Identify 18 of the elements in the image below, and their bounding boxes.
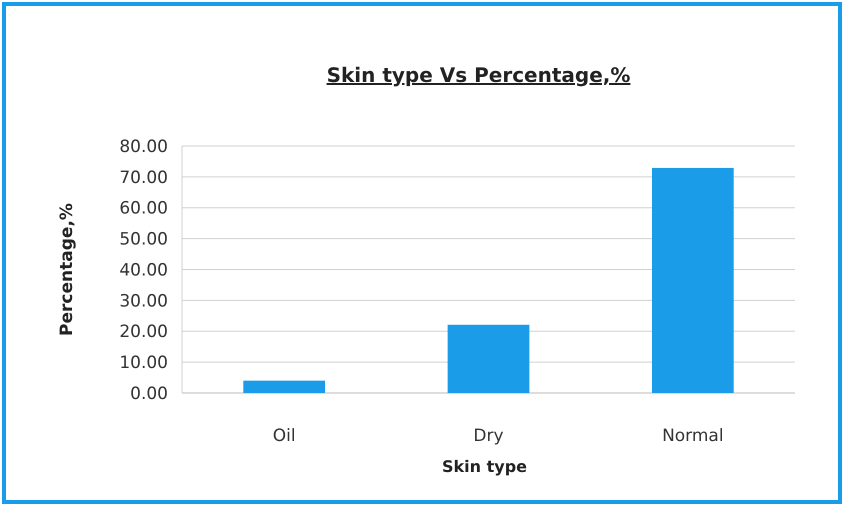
y-tick-label: 40.00 xyxy=(119,260,168,280)
y-tick-label: 0.00 xyxy=(130,384,168,404)
bar xyxy=(448,324,530,393)
x-tick-label: Dry xyxy=(473,426,504,446)
y-tick-label: 20.00 xyxy=(119,322,168,342)
y-tick-label: 30.00 xyxy=(119,291,168,312)
y-tick-label: 10.00 xyxy=(119,353,168,374)
x-axis-title: Skin type xyxy=(442,457,528,476)
bar xyxy=(243,380,326,393)
y-tick-label: 60.00 xyxy=(119,198,168,219)
y-tick-label: 80.00 xyxy=(119,136,168,157)
y-tick-label: 70.00 xyxy=(119,168,168,188)
x-tick-label: Normal xyxy=(662,426,724,446)
x-tick-label: Oil xyxy=(272,426,296,446)
chart-title: Skin type Vs Percentage,% xyxy=(326,63,630,87)
y-tick-label: 50.00 xyxy=(119,230,168,250)
y-axis-title: Percentage,% xyxy=(57,203,77,336)
bar xyxy=(652,168,734,393)
